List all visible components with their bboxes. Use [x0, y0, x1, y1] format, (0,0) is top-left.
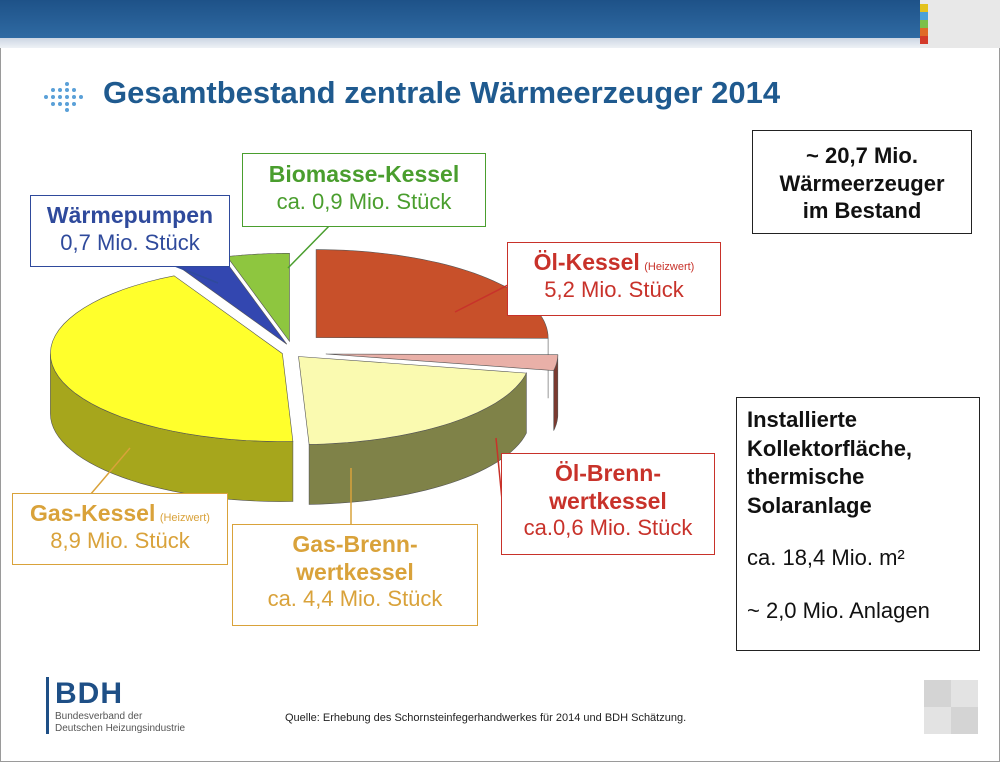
total-line1: ~ 20,7 Mio.: [806, 143, 918, 168]
label-waermepumpen-name: Wärmepumpen: [46, 202, 214, 228]
leader-waermepumpen: [169, 263, 219, 284]
label-gas-brenn-name2: wertkessel: [296, 558, 414, 585]
label-oel-brenn-name2: wertkessel: [549, 487, 667, 514]
label-gas: Gas-Kessel (Heizwert) 8,9 Mio. Stück: [12, 493, 228, 565]
label-oel: Öl-Kessel (Heizwert) 5,2 Mio. Stück: [507, 242, 721, 316]
label-oel-brenn: Öl-Brenn- wertkessel ca.0,6 Mio. Stück: [501, 453, 715, 555]
label-waermepumpen-value: 0,7 Mio. Stück: [60, 229, 200, 255]
label-oel-brenn-name1: Öl-Brenn-: [554, 460, 662, 486]
solar-line4: Solaranlage: [747, 492, 872, 518]
solar-area: ca. 18,4 Mio. m²: [747, 545, 905, 571]
solar-box: Installierte Kollektorfläche, thermische…: [736, 397, 980, 651]
bdh-logo-text: BDH: [55, 677, 123, 710]
bdh-logo: BDH Bundesverband der Deutschen Heizungs…: [46, 677, 185, 734]
label-waermepumpen: Wärmepumpen 0,7 Mio. Stück: [30, 195, 230, 267]
total-box: ~ 20,7 Mio. Wärmeerzeuger im Bestand: [752, 130, 972, 234]
solar-count: ~ 2,0 Mio. Anlagen: [747, 597, 930, 623]
leader-oel: [454, 283, 511, 313]
bdh-logo-line2: Deutschen Heizungsindustrie: [55, 722, 186, 734]
pie-slice-5: [226, 253, 290, 343]
pie-slice-3: [50, 275, 294, 442]
label-oel-note: (Heizwert): [644, 261, 695, 273]
pie-slice-1: [325, 353, 559, 371]
label-gas-name: Gas-Kessel: [30, 500, 156, 526]
pie-slice-2: [298, 356, 527, 445]
solar-line2: Kollektorfläche,: [747, 435, 913, 461]
solar-line1: Installierte: [747, 407, 858, 432]
leader-gas: [89, 447, 131, 496]
solar-line3: thermische: [747, 464, 865, 490]
pie-slice-0: [315, 249, 549, 339]
source-note: Quelle: Erhebung des Schornsteinfegerhan…: [285, 712, 687, 724]
label-gas-brenn-value: ca. 4,4 Mio. Stück: [267, 586, 443, 612]
label-oel-name: Öl-Kessel: [533, 249, 640, 275]
label-gas-note: (Heizwert): [159, 512, 210, 524]
label-biomasse: Biomasse-Kessel ca. 0,9 Mio. Stück: [242, 153, 486, 227]
corner-decoration-bottom: [924, 680, 978, 734]
label-biomasse-name: Biomasse-Kessel: [268, 161, 460, 187]
label-biomasse-value: ca. 0,9 Mio. Stück: [276, 188, 452, 214]
label-oel-brenn-value: ca.0,6 Mio. Stück: [523, 515, 693, 541]
header-bar: [0, 0, 920, 38]
total-line3: im Bestand: [802, 198, 922, 223]
bdh-logo-line1: Bundesverband der: [55, 711, 143, 722]
total-line2: Wärmeerzeuger: [779, 170, 945, 196]
slide-title: Gesamtbestand zentrale Wärmeerzeuger 201…: [103, 75, 781, 110]
leader-biomasse: [287, 221, 334, 269]
label-oel-value: 5,2 Mio. Stück: [544, 276, 684, 302]
corner-decoration: [920, 0, 1000, 48]
label-gas-value: 8,9 Mio. Stück: [50, 527, 190, 553]
header-shadow: [0, 38, 920, 48]
label-gas-brenn: Gas-Brenn- wertkessel ca. 4,4 Mio. Stück: [232, 524, 478, 626]
label-gas-brenn-name1: Gas-Brenn-: [292, 531, 418, 557]
arrow-dots-icon: [44, 82, 83, 112]
